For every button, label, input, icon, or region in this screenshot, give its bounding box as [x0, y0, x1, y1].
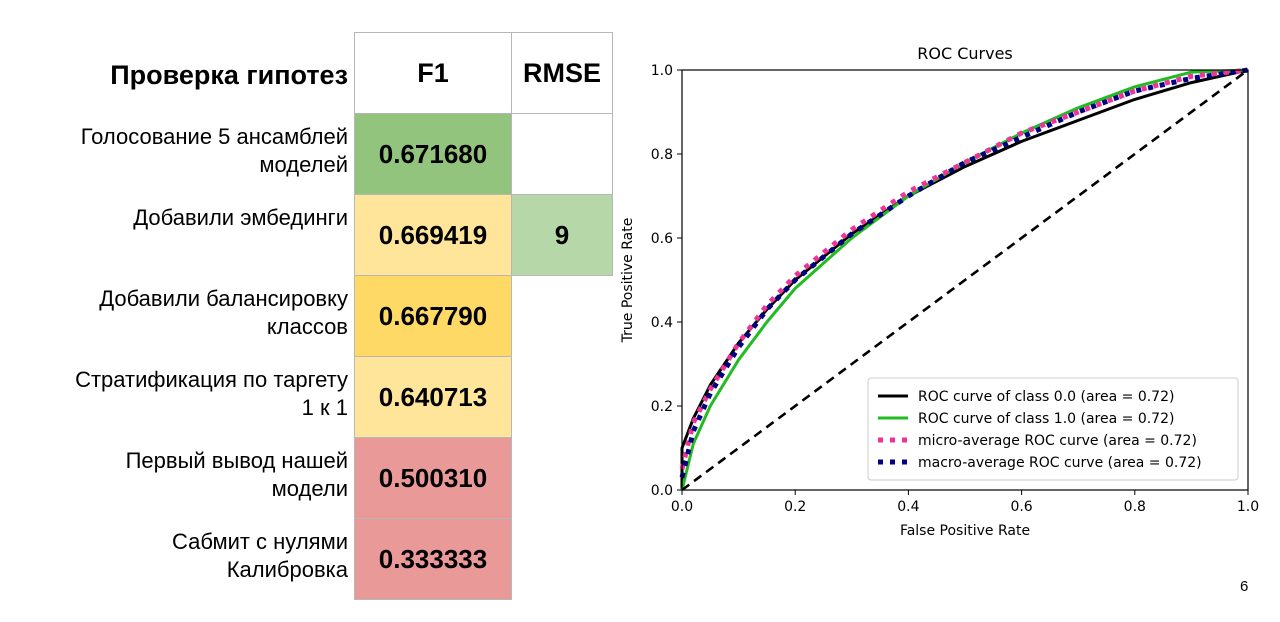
x-tick-label: 1.0 [1237, 499, 1259, 515]
f1-value-cell: 0.669419 [354, 194, 512, 276]
legend-label: micro-average ROC curve (area = 0.72) [918, 433, 1197, 449]
row-label: Голосование 5 ансамблей моделей [80, 124, 348, 177]
legend-label: ROC curve of class 0.0 (area = 0.72) [918, 389, 1174, 405]
rmse-value-cell: 9 [511, 194, 613, 276]
y-axis-label: True Positive Rate [620, 218, 636, 344]
y-tick-label: 0.8 [651, 147, 673, 163]
row-label: Стратификация по таргету 1 к 1 [75, 367, 348, 420]
x-tick-label: 0.4 [897, 499, 919, 515]
table-title: Проверка гипотез [110, 60, 348, 90]
f1-value-cell: 0.671680 [354, 113, 512, 195]
page-number: 6 [1240, 578, 1249, 595]
legend-label: ROC curve of class 1.0 (area = 0.72) [918, 411, 1174, 427]
roc-series-line [679, 67, 1249, 478]
legend-box [867, 377, 1239, 481]
f1-value-cell: 0.500310 [354, 437, 512, 519]
legend-label: macro-average ROC curve (area = 0.72) [918, 455, 1202, 471]
roc-chart: ROC Curves 0.0 0.2 0.4 0.6 0.8 1.0 0.0 0.2 0.4 0.6… [620, 44, 1259, 539]
f1-value-cell: 0.640713 [354, 356, 512, 438]
y-tick-label: 0.2 [651, 399, 673, 415]
rmse-header: RMSE [511, 32, 613, 114]
x-tick-label: 0.8 [1124, 499, 1146, 515]
row-label: Добавили балансировку классов [99, 286, 348, 339]
row-label: Добавили эмбединги [133, 205, 348, 230]
chart-title: ROC Curves [917, 44, 1013, 63]
row-label: Сабмит с нулями Калибровка [171, 529, 348, 582]
x-tick-label: 0.2 [784, 499, 806, 515]
plot-frame [681, 69, 1249, 491]
diagonal-reference-line [681, 68, 1249, 492]
y-tick-label: 0.4 [651, 315, 673, 331]
f1-value-cell: 0.667790 [354, 275, 512, 357]
x-tick-label: 0.6 [1010, 499, 1032, 515]
y-tick-label: 0.0 [651, 483, 673, 499]
x-axis-label: False Positive Rate [900, 523, 1030, 539]
f1-value-cell: 0.333333 [354, 518, 512, 600]
f1-header: F1 [354, 32, 512, 114]
y-tick-label: 0.6 [651, 231, 673, 247]
x-tick-label: 0.0 [671, 499, 693, 515]
y-tick-label: 1.0 [651, 63, 673, 79]
row-label: Первый вывод нашей модели [125, 448, 348, 501]
rmse-empty-cell [511, 113, 613, 195]
